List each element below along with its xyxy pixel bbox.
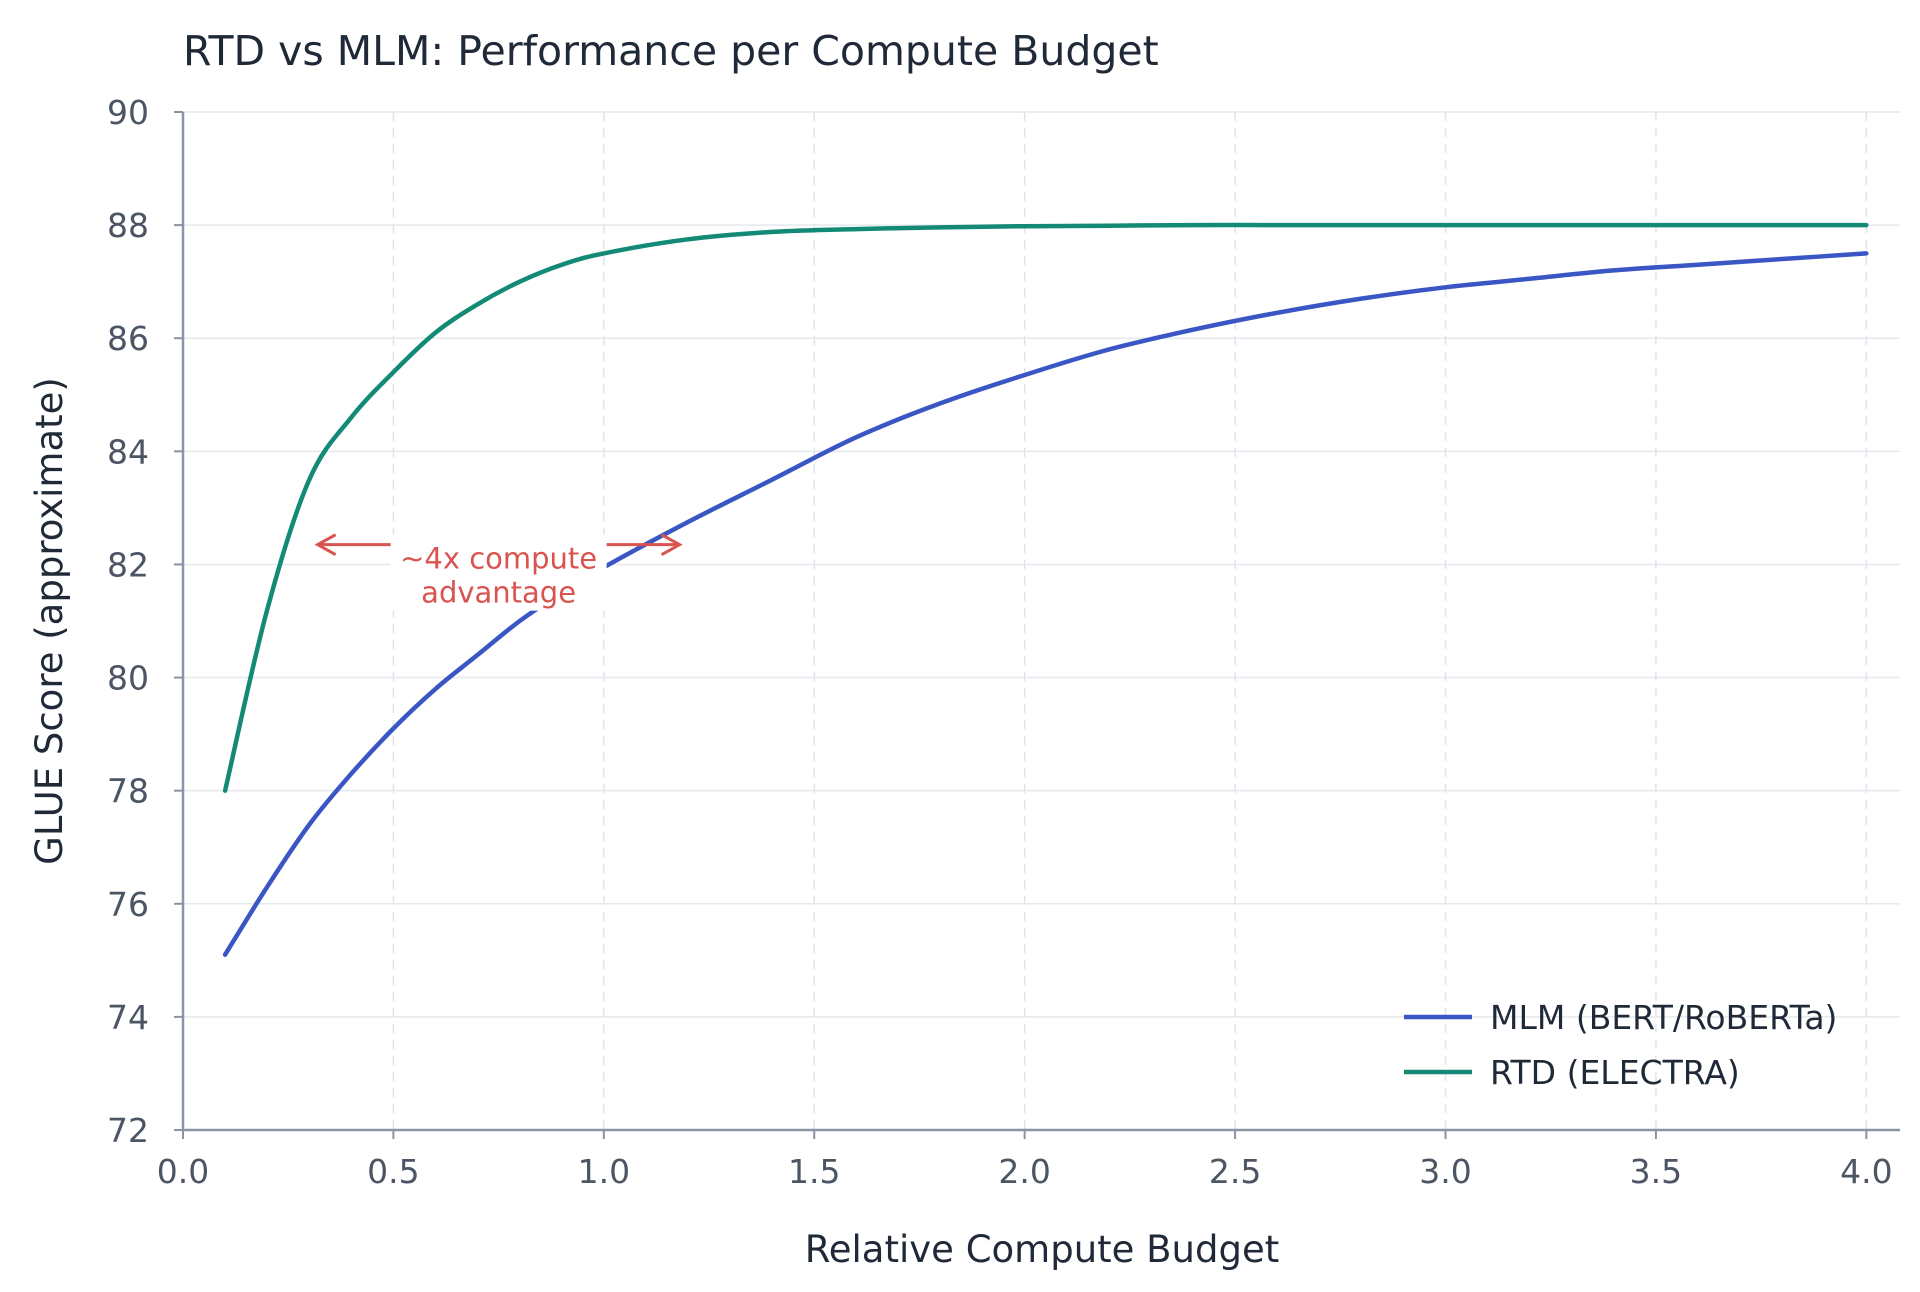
y-tick-label: 90 [107,93,149,132]
x-tick-label: 0.0 [157,1152,209,1191]
y-tick-label: 86 [107,319,149,358]
axes [181,112,1900,1132]
y-tick-label: 74 [107,998,149,1037]
x-tick-label: 3.5 [1630,1152,1682,1191]
legend: MLM (BERT/RoBERTa) RTD (ELECTRA) [1404,998,1837,1092]
y-tick-label: 76 [107,885,149,924]
y-ticks: 72 74 76 78 80 82 84 86 88 90 [107,93,183,1150]
legend-label-rtd: RTD (ELECTRA) [1490,1053,1740,1092]
x-tick-label: 4.0 [1840,1152,1892,1191]
series-line-rtd [222,222,1869,793]
x-tick-label: 0.5 [367,1152,419,1191]
series-line-mlm [222,251,1869,957]
annotation-line-2: advantage [421,576,576,610]
legend-label-mlm: MLM (BERT/RoBERTa) [1490,998,1837,1037]
x-tick-label: 3.0 [1419,1152,1471,1191]
annotation-background [390,534,607,611]
chart-title: RTD vs MLM: Performance per Compute Budg… [183,27,1159,75]
x-tick-label: 2.5 [1209,1152,1261,1191]
y-tick-label: 82 [107,545,149,584]
y-tick-label: 80 [107,659,149,698]
annotation-arrowhead-right [660,533,683,556]
y-tick-label: 78 [107,772,149,811]
y-axis-label: GLUE Score (approximate) [28,377,71,865]
annotation: ~4x compute advantage [314,533,683,611]
x-tick-label: 1.5 [788,1152,840,1191]
grid [183,111,1900,1130]
y-tick-label: 84 [107,432,149,471]
x-axis-label: Relative Compute Budget [805,1228,1280,1271]
annotation-arrowhead-left [314,533,337,556]
y-tick-label: 88 [107,206,149,245]
series-layer [222,222,1869,957]
x-tick-label: 2.0 [998,1152,1050,1191]
y-tick-label: 72 [107,1111,149,1150]
x-tick-label: 1.0 [578,1152,630,1191]
x-ticks: 0.0 0.5 1.0 1.5 2.0 2.5 3.0 3.5 4.0 [157,1130,1893,1191]
annotation-line-1: ~4x compute [400,542,597,576]
